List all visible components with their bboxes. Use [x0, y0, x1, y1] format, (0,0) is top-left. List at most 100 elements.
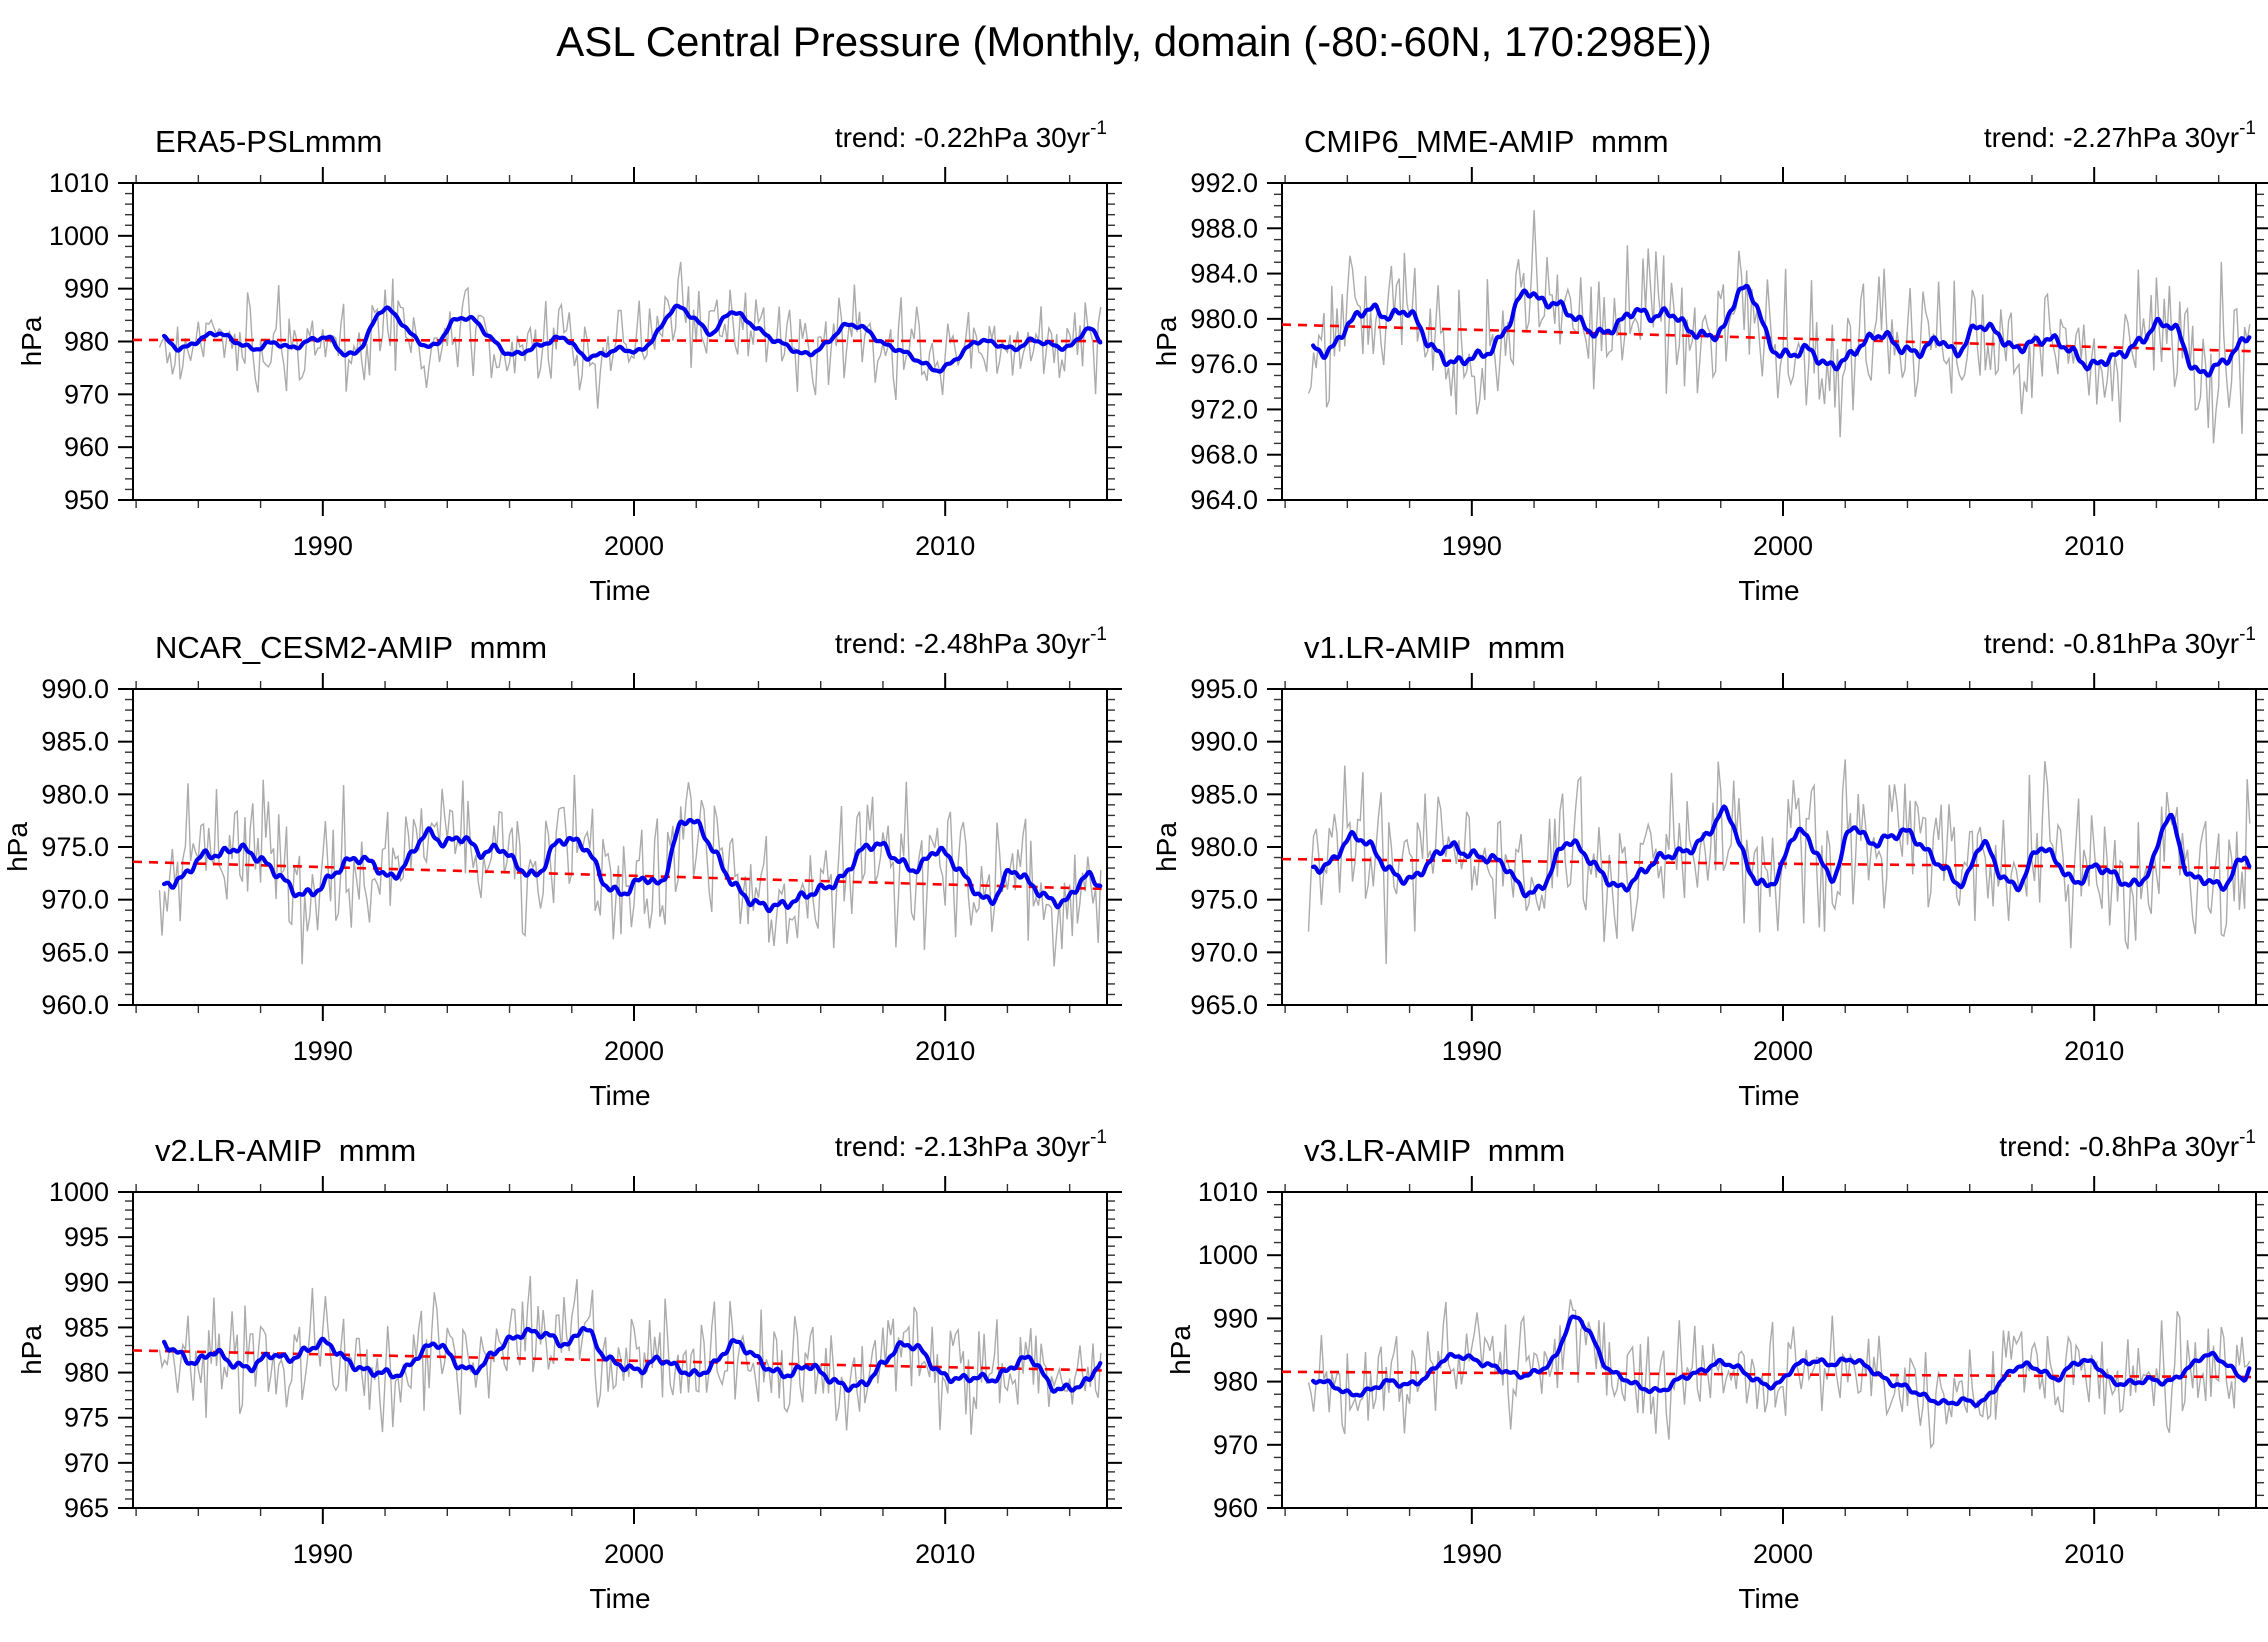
panel-v2-lr-amip: v2.LR-AMIP mmm trend: -2.13hPa 30yr-1 hP…: [16, 1127, 1122, 1614]
y-tick-label: 990.0: [41, 674, 109, 704]
trend-annotation: trend: -2.27hPa 30yr-1: [1984, 118, 2256, 153]
axis-frame: [132, 1191, 1108, 1509]
panel-title: v1.LR-AMIP mmm: [1304, 630, 1565, 665]
y-tick-label: 968.0: [1190, 440, 1258, 470]
x-tick-label: 1990: [293, 531, 353, 561]
x-axis-label: Time: [1738, 575, 1799, 606]
x-axis-label: Time: [1738, 1080, 1799, 1111]
trend-annotation: trend: -2.13hPa 30yr-1: [835, 1127, 1107, 1162]
x-axis-label: Time: [589, 1080, 650, 1111]
panel-cmip6-mme-amip: CMIP6_MME-AMIP mmm trend: -2.27hPa 30yr-…: [1151, 118, 2268, 606]
trend-annotation: trend: -0.8hPa 30yr-1: [1999, 1127, 2256, 1162]
y-tick-label: 980: [1213, 1367, 1258, 1397]
x-tick-label: 2000: [1753, 1539, 1813, 1569]
y-axis-label: hPa: [1165, 1325, 1196, 1375]
panel-era5: ERA5-PSLmmm trend: -0.22hPa 30yr-1 hPa T…: [16, 118, 1122, 606]
plot-area: 964.0 968.0 972.0 976.0 980.0 984.0 988.0 992.0…: [1190, 167, 2268, 561]
trend-annotation: trend: -0.81hPa 30yr-1: [1984, 624, 2256, 659]
axis-frame: [1281, 182, 2257, 501]
y-tick-label: 965: [64, 1493, 109, 1523]
y-tick-label: 995.0: [1190, 674, 1258, 704]
y-tick-label: 992.0: [1190, 168, 1258, 198]
plot-area: 965.0 970.0 975.0 980.0 985.0 990.0 995.0 1990 2…: [1190, 673, 2268, 1066]
x-tick-label: 2000: [604, 1036, 664, 1066]
x-tick-label: 2010: [2064, 1539, 2124, 1569]
y-tick-label: 970.0: [1190, 937, 1258, 967]
x-tick-label: 2000: [604, 531, 664, 561]
y-axis-label: hPa: [2, 822, 33, 872]
x-tick-label: 2010: [915, 531, 975, 561]
panel-v3-lr-amip: v3.LR-AMIP mmm trend: -0.8hPa 30yr-1 hPa…: [1165, 1127, 2268, 1614]
y-tick-label: 1000: [49, 1177, 109, 1207]
x-tick-label: 1990: [293, 1539, 353, 1569]
x-axis-label: Time: [1738, 1583, 1799, 1614]
y-tick-label: 988.0: [1190, 213, 1258, 243]
axis-frame: [132, 182, 1108, 501]
smoothed-line: [162, 817, 1103, 914]
x-tick-label: 1990: [293, 1036, 353, 1066]
x-tick-label: 2000: [1753, 1036, 1813, 1066]
plot-area: 960 970 980 990 1000 1010 1990 2000 2010: [1198, 1176, 2268, 1569]
axis-frame: [1281, 688, 2257, 1006]
y-tick-label: 975.0: [41, 832, 109, 862]
smoothed-line: [1311, 283, 2252, 378]
trend-line: [1281, 857, 2257, 870]
monthly-line: [158, 774, 1102, 967]
monthly-line: [158, 261, 1102, 409]
x-tick-label: 2010: [2064, 1036, 2124, 1066]
x-axis-label: Time: [589, 1583, 650, 1614]
x-tick-label: 2010: [915, 1539, 975, 1569]
y-tick-label: 950: [64, 485, 109, 515]
y-tick-label: 980.0: [41, 779, 109, 809]
y-tick-label: 975.0: [1190, 885, 1258, 915]
smoothed-line: [1311, 804, 2252, 899]
plot-area: 965 970 975 980 985 990 995 1000 1990 2000 2010: [49, 1176, 1122, 1569]
y-tick-label: 970.0: [41, 885, 109, 915]
y-tick-label: 976.0: [1190, 349, 1258, 379]
trend-line: [1281, 1370, 2257, 1379]
y-tick-label: 990: [64, 1267, 109, 1297]
y-tick-label: 995: [64, 1222, 109, 1252]
y-tick-label: 980: [64, 1358, 109, 1388]
y-tick-label: 1000: [49, 221, 109, 251]
panel-title: v3.LR-AMIP mmm: [1304, 1133, 1565, 1168]
y-axis-label: hPa: [16, 316, 47, 366]
plot-area: 960.0 965.0 970.0 975.0 980.0 985.0 990.0 1990 2…: [41, 673, 1122, 1066]
y-axis-label: hPa: [1151, 822, 1182, 872]
y-tick-label: 985.0: [1190, 779, 1258, 809]
y-tick-label: 980.0: [1190, 832, 1258, 862]
x-tick-label: 1990: [1442, 1539, 1502, 1569]
y-axis-label: hPa: [16, 1325, 47, 1375]
y-tick-label: 984.0: [1190, 259, 1258, 289]
y-tick-label: 985: [64, 1312, 109, 1342]
y-tick-label: 985.0: [41, 727, 109, 757]
x-tick-label: 2000: [604, 1539, 664, 1569]
y-tick-label: 970: [64, 379, 109, 409]
smoothed-line: [162, 1326, 1103, 1394]
panel-title: v2.LR-AMIP mmm: [155, 1133, 416, 1168]
axis-frame: [132, 688, 1108, 1006]
panel-title: CMIP6_MME-AMIP mmm: [1304, 124, 1669, 159]
panel-v1-lr-amip: v1.LR-AMIP mmm trend: -0.81hPa 30yr-1 hP…: [1151, 624, 2268, 1111]
axis-frame: [1281, 1191, 2257, 1509]
monthly-line: [1307, 759, 2251, 965]
y-tick-label: 1010: [1198, 1177, 1258, 1207]
x-tick-label: 2010: [915, 1036, 975, 1066]
trend-line: [132, 338, 1108, 343]
y-tick-label: 970: [64, 1448, 109, 1478]
y-tick-label: 970: [1213, 1430, 1258, 1460]
y-axis-label: hPa: [1151, 316, 1182, 366]
y-tick-label: 980: [64, 327, 109, 357]
x-tick-label: 2000: [1753, 531, 1813, 561]
x-axis-label: Time: [589, 575, 650, 606]
y-tick-label: 960: [64, 432, 109, 462]
y-tick-label: 960.0: [41, 990, 109, 1020]
smoothed-line: [1311, 1314, 2252, 1408]
trend-annotation: trend: -2.48hPa 30yr-1: [835, 624, 1107, 659]
trend-line: [132, 1349, 1108, 1372]
trend-annotation: trend: -0.22hPa 30yr-1: [835, 118, 1107, 153]
figure-title: ASL Central Pressure (Monthly, domain (-…: [556, 18, 1712, 65]
y-tick-label: 1000: [1198, 1240, 1258, 1270]
y-tick-label: 965.0: [1190, 990, 1258, 1020]
